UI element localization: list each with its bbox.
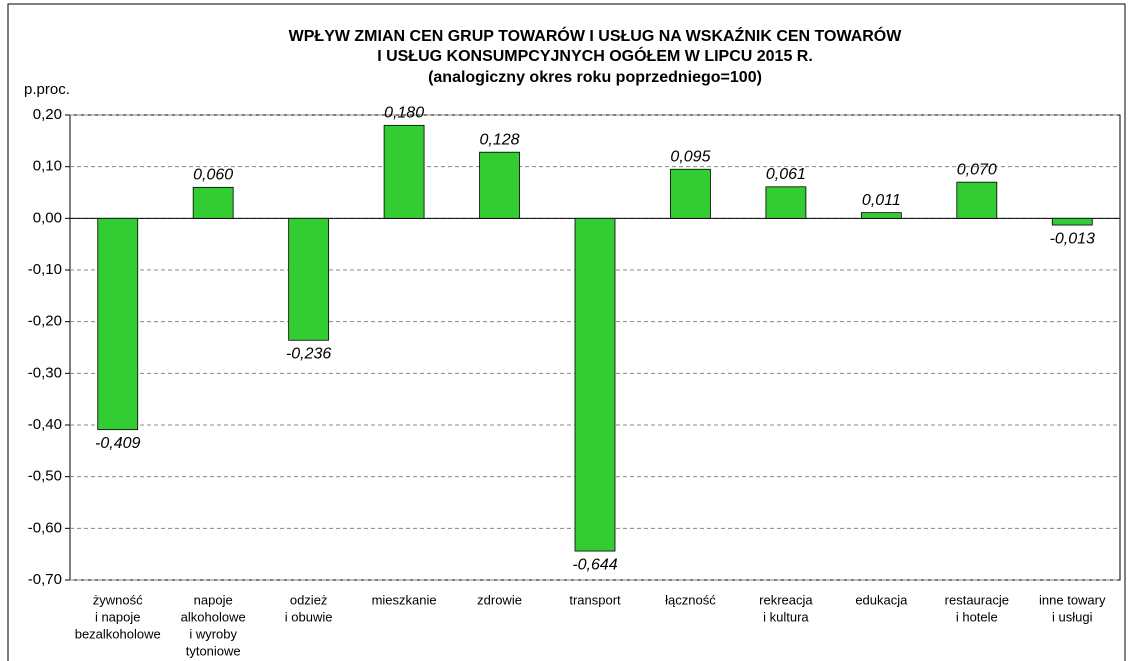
bar [956, 181, 998, 219]
y-tick-label: -0,20 [28, 313, 62, 330]
x-tick-label: alkoholowe [181, 609, 246, 624]
bar [1051, 217, 1093, 226]
value-label: 0,061 [766, 166, 806, 183]
x-tick-label: i wyroby [189, 626, 237, 641]
value-label: -0,236 [286, 345, 331, 362]
x-tick-label: bezalkoholowe [75, 626, 161, 641]
y-tick-label: 0,20 [33, 106, 62, 123]
value-label: 0,095 [670, 148, 710, 165]
y-axis-label: p.proc. [24, 81, 70, 98]
value-label: 0,180 [384, 105, 424, 122]
x-tick-label: i hotele [956, 609, 998, 624]
y-tick-label: 0,00 [33, 209, 62, 226]
x-tick-label: restauracje [945, 592, 1009, 607]
y-tick-label: -0,60 [28, 519, 62, 536]
x-tick-label: żywność [93, 592, 143, 607]
x-tick-label: rekreacja [759, 592, 813, 607]
bar [670, 168, 711, 219]
value-label: 0,060 [193, 167, 233, 184]
value-label: 0,070 [957, 161, 997, 178]
y-tick-label: -0,10 [28, 261, 62, 278]
bar [479, 151, 520, 219]
chart-frame [7, 3, 1126, 661]
value-label: -0,644 [572, 556, 617, 573]
chart-title: I USŁUG KONSUMPCYJNYCH OGÓŁEM W LIPCU 20… [377, 46, 813, 65]
x-tick-label: tytoniowe [186, 643, 241, 658]
value-label: -0,013 [1050, 230, 1095, 247]
bar [97, 217, 139, 431]
y-tick-label: -0,40 [28, 416, 62, 433]
bar [383, 124, 425, 219]
x-tick-label: i obuwie [285, 609, 333, 624]
x-tick-label: edukacja [855, 592, 908, 607]
bar [860, 212, 902, 219]
x-tick-label: i kultura [763, 609, 809, 624]
value-label: 0,011 [862, 192, 901, 209]
value-label: 0,128 [480, 131, 520, 148]
chart-subtitle: (analogiczny okres roku poprzedniego=100… [428, 69, 762, 86]
y-tick-label: -0,30 [28, 364, 62, 381]
x-tick-label: odzież [290, 592, 328, 607]
x-tick-label: łączność [665, 592, 716, 607]
x-tick-label: mieszkanie [372, 592, 437, 607]
bar [574, 217, 616, 552]
chart-title: WPŁYW ZMIAN CEN GRUP TOWARÓW I USŁUG NA … [289, 26, 903, 45]
x-tick-label: zdrowie [477, 592, 522, 607]
x-tick-label: i napoje [95, 609, 141, 624]
bar [192, 186, 234, 219]
bar [765, 186, 807, 219]
value-label: -0,409 [95, 435, 140, 452]
bar [288, 217, 330, 341]
y-tick-label: -0,70 [28, 571, 62, 588]
y-tick-label: 0,10 [33, 158, 62, 175]
x-tick-label: inne towary [1039, 592, 1106, 607]
y-tick-label: -0,50 [28, 468, 62, 485]
x-tick-label: napoje [194, 592, 233, 607]
x-tick-label: i usługi [1052, 609, 1093, 624]
x-tick-label: transport [569, 592, 621, 607]
